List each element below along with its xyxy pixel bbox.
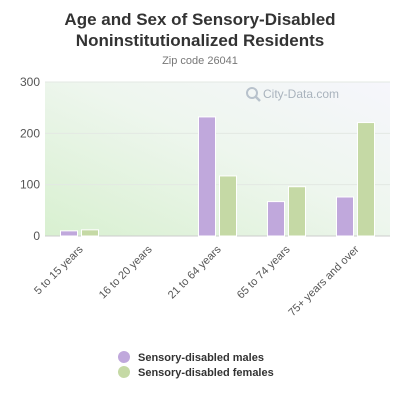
chart-title: Age and Sex of Sensory-Disabled Noninstit… [64,10,336,50]
x-tick-label: 65 to 74 years [235,243,293,301]
chart-subtitle: Zip code 26041 [162,55,238,67]
magnifier-icon [246,87,261,102]
legend-swatch [118,351,130,363]
y-tick-label: 200 [20,126,40,140]
x-tick-label: 75+ years and over [286,243,362,319]
bar-females [219,175,237,237]
plot-area [45,82,390,236]
bar-females [81,229,99,237]
bar-males [198,116,216,237]
legend-label: Sensory-disabled males [138,352,264,364]
legend-swatch [118,366,130,378]
y-tick-label: 0 [33,229,40,243]
y-tick-label: 300 [20,75,40,89]
bar-males [60,230,78,237]
legend-label: Sensory-disabled females [138,367,274,379]
x-tick-label: 21 to 64 years [166,243,224,301]
bar-females [357,122,375,237]
bar-males [267,201,285,237]
bar-females [288,186,306,237]
x-tick-label: 5 to 15 years [32,243,86,297]
watermark: City-Data.com [246,87,339,102]
y-tick-label: 100 [20,178,40,192]
watermark-text: City-Data.com [263,87,339,101]
x-tick-label: 16 to 20 years [97,243,155,301]
bar-males [336,196,354,237]
